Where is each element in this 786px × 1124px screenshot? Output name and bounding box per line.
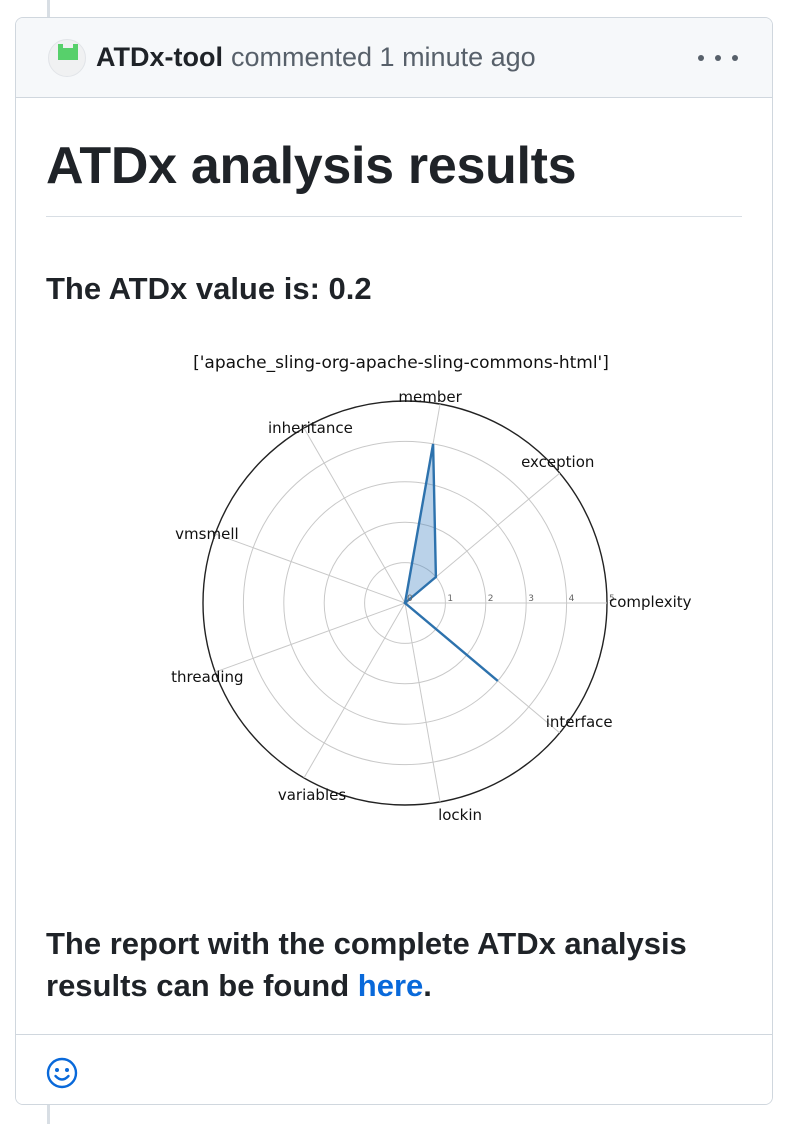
spoke-vmsmell: [215, 533, 406, 604]
r-tick-4: 4: [569, 594, 575, 604]
comment-header: ATDx-tool commented 1 minute ago: [16, 18, 772, 98]
smiley-icon[interactable]: [46, 1057, 78, 1089]
r-tick-2: 2: [488, 594, 494, 604]
category-label-lockin: lockin: [438, 806, 482, 824]
report-link[interactable]: here: [357, 968, 424, 1003]
category-label-inheritance: inheritance: [268, 419, 353, 437]
report-paragraph: The report with the complete ATDx analys…: [46, 923, 746, 1007]
comment-body: ATDx analysis results The ATDx value is:…: [16, 98, 772, 307]
author-link[interactable]: ATDx-tool: [96, 42, 223, 72]
radar-chart-image: ['apache_sling-org-apache-sling-commons-…: [16, 346, 772, 866]
r-tick-3: 3: [528, 594, 534, 604]
comment-footer: [16, 1034, 772, 1104]
atdx-value-heading: The ATDx value is: 0.2: [46, 271, 372, 306]
spoke-threading: [215, 602, 406, 673]
category-label-variables: variables: [278, 786, 347, 804]
radar-chart: ['apache_sling-org-apache-sling-commons-…: [171, 353, 692, 824]
category-label-complexity: complexity: [609, 593, 692, 611]
r-tick-0: 0: [407, 594, 413, 604]
avatar[interactable]: [48, 38, 86, 77]
category-label-exception: exception: [521, 453, 594, 471]
chart-title: ['apache_sling-org-apache-sling-commons-…: [193, 353, 609, 373]
report-text: The report with the complete ATDx analys…: [46, 926, 687, 1003]
spoke-inheritance: [303, 427, 406, 604]
r-tick-1: 1: [447, 594, 453, 604]
kebab-horizontal-icon[interactable]: [698, 44, 738, 72]
category-label-vmsmell: vmsmell: [175, 525, 238, 543]
category-label-interface: interface: [546, 713, 613, 731]
results-heading: ATDx analysis results: [46, 98, 742, 217]
report-suffix: .: [423, 968, 432, 1003]
spoke-variables: [303, 602, 406, 779]
comment-box: ATDx-tool commented 1 minute ago ATDx an…: [15, 17, 773, 1105]
comment-timestamp[interactable]: commented 1 minute ago: [230, 42, 536, 72]
category-label-threading: threading: [171, 668, 243, 686]
category-label-member: member: [398, 388, 462, 406]
r-tick-5: 5: [609, 594, 615, 604]
data-area: [403, 443, 499, 682]
spoke-lockin: [404, 602, 441, 803]
